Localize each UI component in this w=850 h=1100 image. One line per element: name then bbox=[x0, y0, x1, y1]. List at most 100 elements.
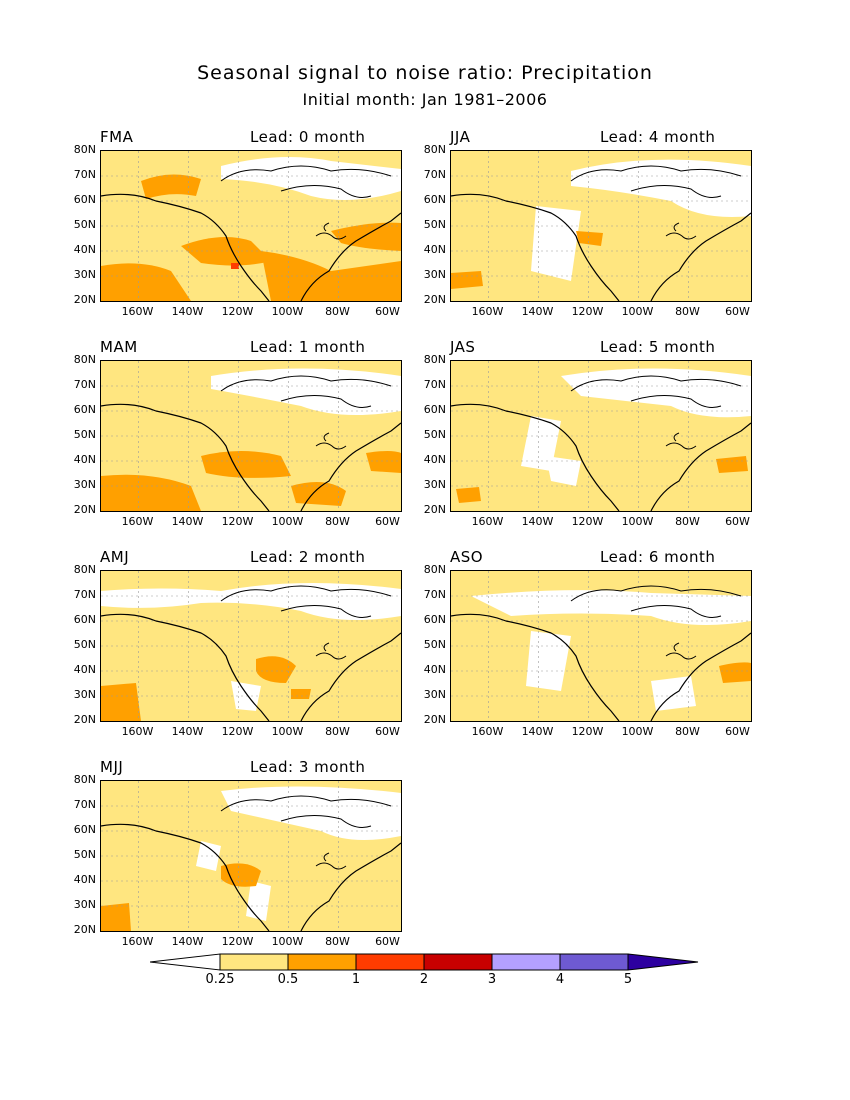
x-tick-label: 80W bbox=[675, 725, 700, 738]
x-tick-label: 100W bbox=[271, 305, 304, 318]
y-tick-label: 70N bbox=[73, 588, 96, 601]
y-tick-label: 50N bbox=[73, 638, 96, 651]
y-tick-label: 20N bbox=[423, 713, 446, 726]
y-tick-label: 80N bbox=[73, 563, 96, 576]
y-tick-label: 30N bbox=[73, 478, 96, 491]
x-tick-label: 100W bbox=[621, 725, 654, 738]
colorbar-label-6: 5 bbox=[623, 972, 633, 987]
map-plot bbox=[100, 780, 402, 932]
x-tick-label: 140W bbox=[171, 935, 204, 948]
x-tick-label: 120W bbox=[221, 725, 254, 738]
colorbar-segment-1 bbox=[219, 953, 289, 971]
colorbar-legend: 0.25 0.5 1 2 3 4 5 bbox=[149, 952, 700, 992]
y-tick-label: 60N bbox=[423, 403, 446, 416]
panel-lead-label: Lead: 2 month bbox=[250, 548, 366, 566]
colorbar-label-2: 1 bbox=[351, 972, 361, 987]
map-panel: AMJ Lead: 2 month 80N 70N 60N 50N 40N 30N 20N 160… bbox=[74, 548, 440, 780]
y-tick-label: 60N bbox=[73, 193, 96, 206]
y-tick-label: 20N bbox=[423, 293, 446, 306]
x-tick-label: 80W bbox=[675, 515, 700, 528]
colorbar-low-triangle bbox=[149, 953, 221, 971]
y-tick-label: 70N bbox=[73, 168, 96, 181]
y-tick-label: 80N bbox=[423, 353, 446, 366]
panel-season-label: ASO bbox=[450, 548, 484, 566]
y-tick-label: 80N bbox=[73, 773, 96, 786]
map-panel: FMA Lead: 0 month 80N 70N 60N 50N 40N 30N 20N 160… bbox=[74, 128, 440, 360]
y-tick-label: 60N bbox=[73, 613, 96, 626]
x-tick-label: 160W bbox=[471, 515, 504, 528]
x-tick-label: 120W bbox=[221, 935, 254, 948]
colorbar-label-3: 2 bbox=[419, 972, 429, 987]
colorbar-segment-5 bbox=[491, 953, 561, 971]
map-plot bbox=[450, 360, 752, 512]
x-tick-label: 60W bbox=[725, 305, 750, 318]
y-tick-label: 30N bbox=[423, 688, 446, 701]
y-tick-label: 40N bbox=[73, 453, 96, 466]
x-tick-label: 100W bbox=[271, 935, 304, 948]
y-tick-label: 30N bbox=[73, 688, 96, 701]
panel-season-label: MAM bbox=[100, 338, 138, 356]
y-tick-label: 50N bbox=[73, 428, 96, 441]
x-tick-label: 120W bbox=[221, 515, 254, 528]
x-tick-label: 100W bbox=[271, 725, 304, 738]
colorbar-segment-2 bbox=[287, 953, 357, 971]
y-tick-label: 70N bbox=[73, 798, 96, 811]
y-tick-label: 40N bbox=[73, 243, 96, 256]
map-panel: JJA Lead: 4 month 80N 70N 60N 50N 40N 30N 20N 160… bbox=[424, 128, 790, 360]
colorbar-segment-6 bbox=[559, 953, 629, 971]
y-tick-label: 70N bbox=[423, 168, 446, 181]
x-tick-label: 140W bbox=[171, 515, 204, 528]
y-tick-label: 80N bbox=[423, 563, 446, 576]
map-panel: ASO Lead: 6 month 80N 70N 60N 50N 40N 30N 20N 160… bbox=[424, 548, 790, 780]
y-tick-label: 60N bbox=[423, 193, 446, 206]
panel-lead-label: Lead: 1 month bbox=[250, 338, 366, 356]
panel-season-label: AMJ bbox=[100, 548, 130, 566]
x-tick-label: 160W bbox=[471, 725, 504, 738]
x-tick-label: 160W bbox=[121, 515, 154, 528]
y-tick-label: 20N bbox=[73, 293, 96, 306]
map-plot bbox=[450, 150, 752, 302]
map-subtitle: Initial month: Jan 1981–2006 bbox=[302, 90, 548, 109]
map-plot bbox=[100, 150, 402, 302]
y-tick-label: 60N bbox=[73, 403, 96, 416]
x-tick-label: 100W bbox=[621, 515, 654, 528]
x-tick-label: 120W bbox=[221, 305, 254, 318]
panel-season-label: FMA bbox=[100, 128, 134, 146]
y-tick-label: 30N bbox=[423, 268, 446, 281]
x-tick-label: 140W bbox=[171, 305, 204, 318]
x-tick-label: 160W bbox=[471, 305, 504, 318]
x-tick-label: 120W bbox=[571, 305, 604, 318]
y-tick-label: 50N bbox=[73, 848, 96, 861]
colorbar-segment-4 bbox=[423, 953, 493, 971]
y-tick-label: 20N bbox=[73, 503, 96, 516]
colorbar-label-5: 4 bbox=[555, 972, 565, 987]
y-tick-label: 20N bbox=[73, 713, 96, 726]
y-tick-label: 40N bbox=[423, 243, 446, 256]
x-tick-label: 80W bbox=[675, 305, 700, 318]
x-tick-label: 60W bbox=[375, 935, 400, 948]
x-tick-label: 100W bbox=[621, 305, 654, 318]
y-tick-label: 40N bbox=[423, 453, 446, 466]
x-tick-label: 60W bbox=[375, 515, 400, 528]
panel-lead-label: Lead: 6 month bbox=[600, 548, 716, 566]
y-tick-label: 50N bbox=[73, 218, 96, 231]
y-tick-label: 40N bbox=[73, 873, 96, 886]
panel-lead-label: Lead: 5 month bbox=[600, 338, 716, 356]
map-panel: JAS Lead: 5 month 80N 70N 60N 50N 40N 30N 20N 160… bbox=[424, 338, 790, 570]
x-tick-label: 60W bbox=[725, 725, 750, 738]
x-tick-label: 60W bbox=[725, 515, 750, 528]
colorbar-label-4: 3 bbox=[487, 972, 497, 987]
x-tick-label: 140W bbox=[171, 725, 204, 738]
x-tick-label: 160W bbox=[121, 725, 154, 738]
x-tick-label: 120W bbox=[571, 515, 604, 528]
y-tick-label: 60N bbox=[423, 613, 446, 626]
x-tick-label: 100W bbox=[271, 515, 304, 528]
y-tick-label: 70N bbox=[423, 588, 446, 601]
x-tick-label: 160W bbox=[121, 305, 154, 318]
map-title: Seasonal signal to noise ratio: Precipit… bbox=[197, 62, 653, 84]
panel-lead-label: Lead: 3 month bbox=[250, 758, 366, 776]
x-tick-label: 60W bbox=[375, 725, 400, 738]
x-tick-label: 80W bbox=[325, 935, 350, 948]
x-tick-label: 60W bbox=[375, 305, 400, 318]
y-tick-label: 40N bbox=[423, 663, 446, 676]
